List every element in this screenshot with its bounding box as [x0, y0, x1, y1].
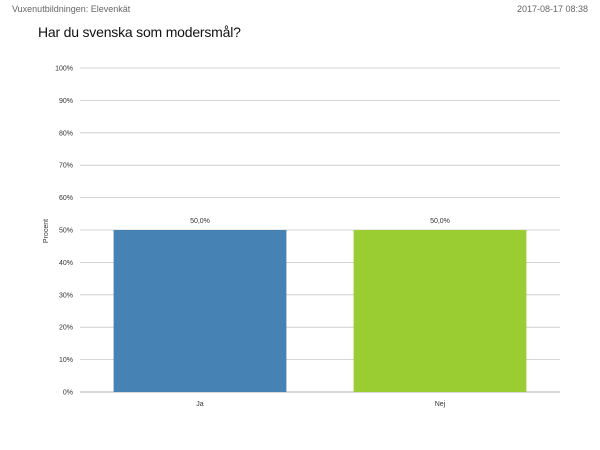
y-tick-label: 30%: [59, 292, 73, 299]
y-tick-label: 70%: [59, 163, 73, 170]
data-labels: 50,0% 50,0%: [190, 218, 450, 225]
bar-ja: [113, 230, 287, 392]
y-tick-label: 20%: [59, 325, 73, 332]
bar-nej: [353, 230, 527, 392]
survey-name: Vuxenutbildningen: Elevenkät: [12, 4, 131, 14]
y-tick-label: 90%: [59, 98, 73, 105]
y-tick-label: 40%: [59, 260, 73, 267]
y-tick-label: 80%: [59, 130, 73, 137]
y-tick-label: 60%: [59, 195, 73, 202]
y-tick-label: 50%: [59, 228, 73, 235]
category-label: Nej: [435, 401, 446, 408]
category-label: Ja: [196, 401, 204, 408]
y-axis-ticks: 0% 10% 20% 30% 40% 50% 60% 70% 80% 90% 100%: [55, 66, 73, 397]
data-label: 50,0%: [190, 218, 210, 225]
data-label: 50,0%: [430, 218, 450, 225]
chart-title: Har du svenska som modersmål?: [38, 24, 241, 40]
y-tick-label: 0%: [63, 390, 73, 397]
timestamp: 2017-08-17 08:38: [516, 4, 588, 14]
y-tick-label: 10%: [59, 357, 73, 364]
y-tick-label: 100%: [55, 66, 73, 73]
category-labels: Ja Nej: [196, 401, 445, 408]
bars: [113, 230, 527, 392]
y-axis-label: Procent: [43, 219, 50, 243]
